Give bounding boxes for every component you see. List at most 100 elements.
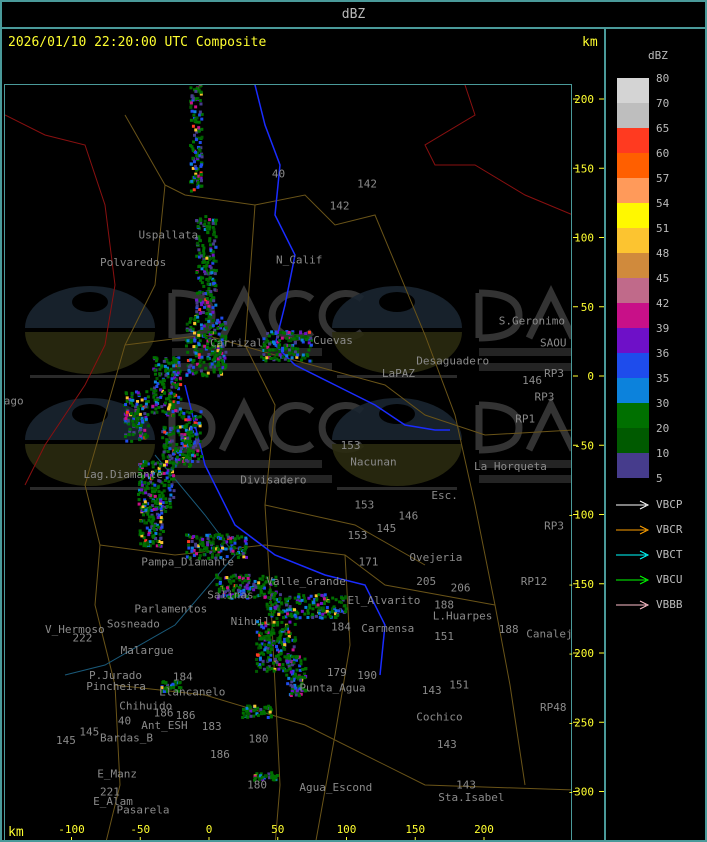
radar-echo <box>216 349 220 353</box>
radar-echo <box>292 674 296 678</box>
radar-echo <box>276 620 280 624</box>
radar-echo <box>303 612 307 616</box>
radar-echo <box>275 353 279 357</box>
radar-echo <box>298 616 302 620</box>
radar-echo <box>194 351 198 355</box>
radar-echo <box>220 584 224 588</box>
radar-echo <box>267 352 271 356</box>
radar-echo <box>290 687 294 691</box>
radar-echo <box>146 395 150 399</box>
boundary-line <box>84 184 166 840</box>
radar-echo <box>258 665 262 669</box>
radar-echo <box>197 147 201 151</box>
radar-echo <box>293 672 297 676</box>
radar-echo <box>164 463 168 467</box>
radar-echo <box>270 771 274 775</box>
header-title: dBZ <box>341 7 366 22</box>
radar-echo <box>210 362 214 366</box>
radar-echo <box>245 583 249 587</box>
radar-echo <box>160 497 164 501</box>
radar-echo <box>138 480 142 484</box>
radar-echo <box>219 324 223 328</box>
radar-echo <box>293 340 297 344</box>
legend-level-label: 60 <box>656 147 670 160</box>
radar-echo <box>141 419 145 423</box>
boundary-line <box>114 684 571 791</box>
place-label: Cochico <box>416 710 462 723</box>
radar-echo <box>196 180 200 184</box>
radar-echo <box>243 547 247 551</box>
radar-echo <box>323 615 327 619</box>
radar-echo <box>262 635 266 639</box>
radar-echo <box>236 534 240 538</box>
radar-echo <box>189 317 193 321</box>
radar-echo <box>262 592 266 596</box>
radar-echo <box>218 367 222 371</box>
radar-echo <box>244 545 248 549</box>
radar-echo <box>235 552 239 556</box>
radar-echo <box>172 371 176 375</box>
radar-echo <box>151 540 155 544</box>
radar-echo <box>153 398 157 402</box>
radar-echo <box>144 417 148 421</box>
radar-echo <box>331 607 335 611</box>
radar-echo <box>222 593 226 597</box>
radar-echo <box>258 643 262 647</box>
place-label: Malargue <box>121 644 174 657</box>
radar-echo <box>142 491 146 495</box>
radar-echo <box>127 433 131 437</box>
radar-echo <box>160 511 164 515</box>
radar-map[interactable]: DilunSANUUspallataPolvaredosN_CalifS.Ger… <box>4 84 572 840</box>
radar-echo <box>301 353 305 357</box>
radar-echo <box>198 99 202 103</box>
radar-echo <box>257 623 261 627</box>
radar-echo <box>270 773 274 777</box>
radar-echo <box>233 592 237 596</box>
radar-echo <box>171 461 175 465</box>
radar-echo <box>261 578 265 582</box>
radar-echo <box>279 631 283 635</box>
radar-echo <box>193 348 197 352</box>
radar-echo <box>131 419 135 423</box>
radar-echo <box>205 269 209 273</box>
radar-echo <box>195 254 199 258</box>
radar-echo <box>193 454 197 458</box>
radar-echo <box>135 421 139 425</box>
radar-echo <box>215 545 219 549</box>
radar-echo <box>199 85 203 87</box>
radar-echo <box>292 337 296 341</box>
radar-echo <box>224 350 228 354</box>
radar-echo <box>202 292 206 296</box>
radar-echo <box>163 364 167 368</box>
legend-color-box <box>617 353 649 378</box>
radar-echo <box>209 313 213 317</box>
radar-echo <box>193 318 197 322</box>
radar-echo <box>260 636 264 640</box>
radar-echo <box>300 358 304 362</box>
legend-color-box <box>617 78 649 103</box>
radar-echo <box>150 486 154 490</box>
radar-echo <box>125 399 129 403</box>
legend-color-box <box>617 203 649 228</box>
radar-echo <box>199 102 203 106</box>
radar-echo <box>189 86 193 90</box>
radar-echo <box>225 533 229 537</box>
radar-echo <box>241 577 245 581</box>
radar-echo <box>285 637 289 641</box>
radar-echo <box>283 643 287 647</box>
radar-echo <box>272 639 276 643</box>
radar-echo <box>179 383 183 387</box>
radar-echo <box>142 544 146 548</box>
radar-echo <box>211 351 215 355</box>
radar-echo <box>231 594 235 598</box>
radar-echo <box>249 709 253 713</box>
radar-echo <box>185 533 189 537</box>
place-label: Agua_Escond <box>299 781 372 794</box>
radar-echo <box>295 337 299 341</box>
radar-echo <box>344 607 348 611</box>
radar-echo <box>197 448 201 452</box>
radar-echo <box>201 243 205 247</box>
radar-echo <box>196 459 200 463</box>
radar-echo <box>151 541 155 545</box>
radar-echo <box>154 364 158 368</box>
